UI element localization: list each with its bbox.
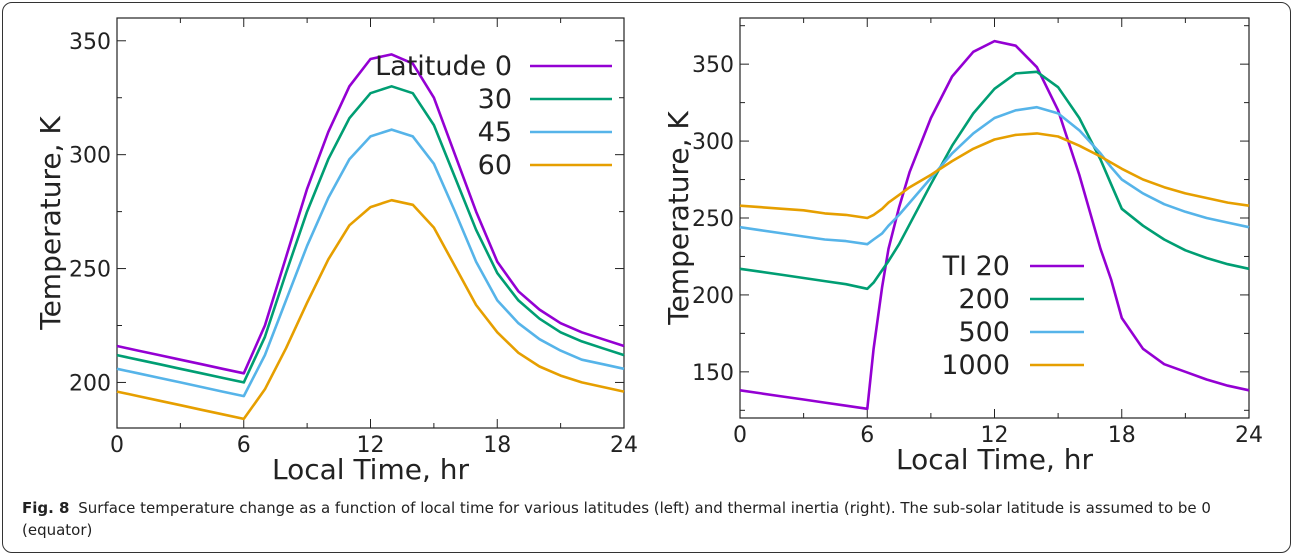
legend-label: Latitude 0 — [375, 51, 512, 82]
legend-label: 1000 — [941, 350, 1010, 381]
x-tick-label: 12 — [981, 423, 1009, 448]
x-tick-label: 0 — [110, 433, 124, 458]
chart-thermal-inertia: 150 200 250 300 350 0 6 12 18 24 Local Time, hr Tem… — [662, 17, 1263, 476]
series-line — [739, 70, 1250, 291]
chart-latitude: 200 250 300 350 0 6 12 18 24 Local Time, hr Temper… — [34, 17, 638, 485]
x-tick-label: 24 — [1235, 423, 1263, 448]
plot-area-border — [116, 17, 625, 429]
y-axis-title: Temperature, K — [34, 116, 67, 331]
legend-label: 30 — [478, 84, 512, 115]
series-line — [739, 105, 1250, 246]
series-line — [116, 198, 625, 421]
x-tick-label: 12 — [357, 433, 385, 458]
y-tick-label: 300 — [69, 144, 111, 169]
series-line — [739, 39, 1250, 411]
series-line — [116, 85, 625, 384]
legend-label: 60 — [478, 150, 512, 181]
figure-caption: Fig. 8 Surface temperature change as a f… — [22, 497, 1272, 541]
x-tick-label: 18 — [1108, 423, 1136, 448]
legend-label: 45 — [478, 117, 512, 148]
y-tick-label: 250 — [69, 258, 111, 283]
x-axis-title: Local Time, hr — [272, 453, 470, 485]
y-tick-label: 200 — [69, 371, 111, 396]
x-tick-label: 6 — [860, 423, 874, 448]
legend-label: TI 20 — [942, 251, 1010, 282]
series-line — [116, 128, 625, 398]
legend-label: 500 — [958, 317, 1010, 348]
y-axis-title: Temperature, K — [662, 111, 695, 326]
x-tick-label: 18 — [483, 433, 511, 458]
y-tick-label: 350 — [692, 53, 734, 78]
x-tick-label: 0 — [733, 423, 747, 448]
y-tick-label: 250 — [692, 207, 734, 232]
y-tick-label: 300 — [692, 130, 734, 155]
legend-label: 200 — [958, 284, 1010, 315]
x-axis-title: Local Time, hr — [896, 443, 1094, 476]
x-tick-label: 24 — [610, 433, 638, 458]
series-line — [116, 53, 625, 375]
caption-text: Surface temperature change as a function… — [22, 499, 1211, 539]
series-line — [739, 132, 1250, 220]
y-tick-label: 350 — [69, 30, 111, 55]
y-tick-label: 200 — [692, 284, 734, 309]
x-tick-label: 6 — [237, 433, 251, 458]
caption-label: Fig. 8 — [22, 499, 70, 517]
y-tick-label: 150 — [692, 361, 734, 386]
